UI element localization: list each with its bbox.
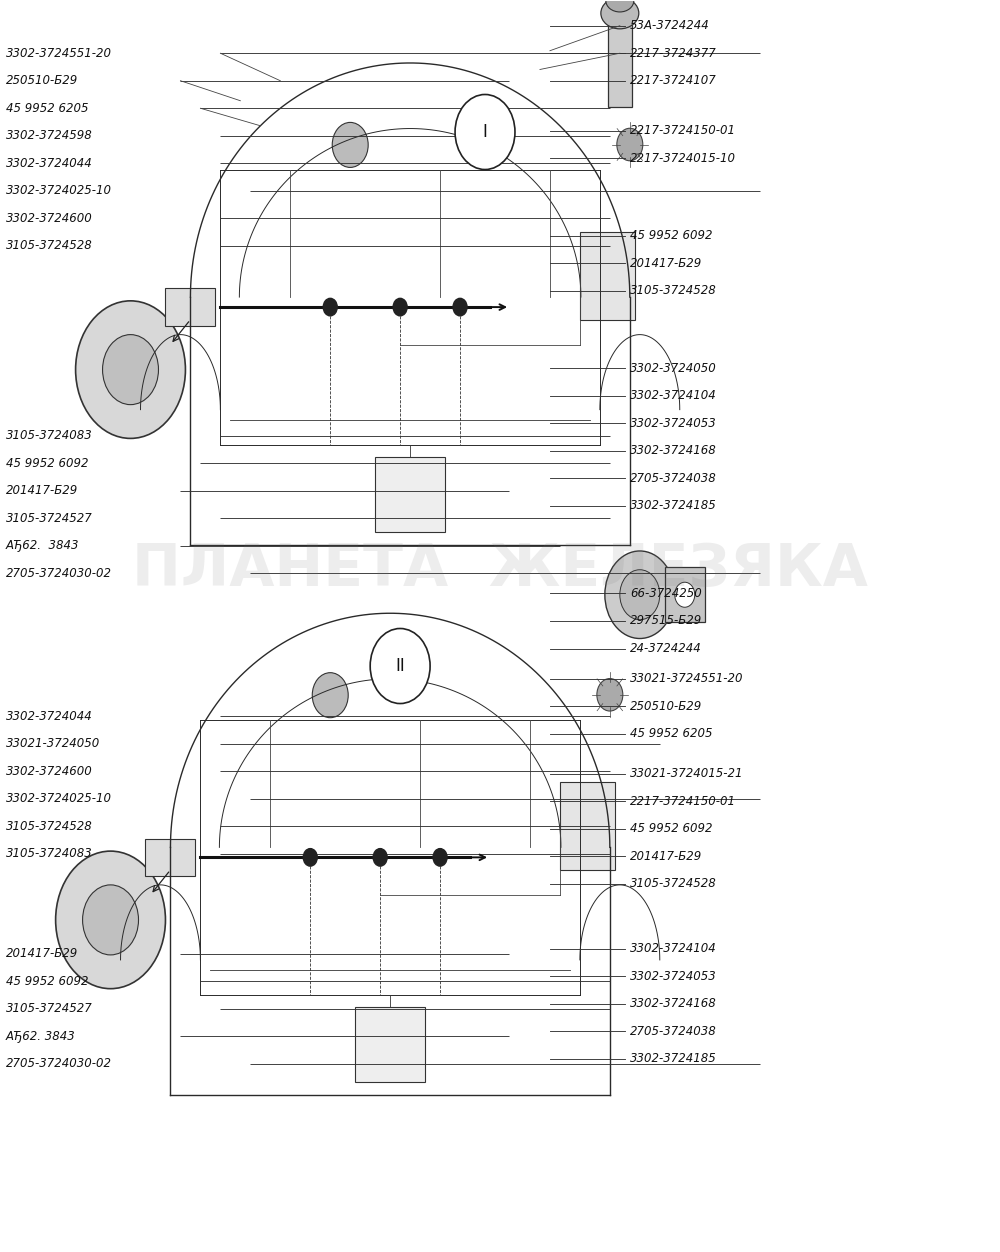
Text: 45 9952 6092: 45 9952 6092: [630, 823, 712, 835]
Text: 3302-3724600: 3302-3724600: [6, 765, 92, 777]
Text: 250510-Б29: 250510-Б29: [6, 74, 78, 88]
Text: 201417-Б29: 201417-Б29: [6, 485, 78, 497]
Text: 3105-3724528: 3105-3724528: [6, 820, 92, 833]
Text: 33021-3724015-21: 33021-3724015-21: [630, 767, 743, 780]
Text: 24-3724244: 24-3724244: [630, 642, 702, 655]
Text: 3105-3724083: 3105-3724083: [6, 848, 92, 860]
Text: 3302-3724104: 3302-3724104: [630, 943, 717, 955]
Text: 250510-Б29: 250510-Б29: [630, 700, 702, 712]
Text: 3302-3724104: 3302-3724104: [630, 389, 717, 402]
Text: 2217-3724150-01: 2217-3724150-01: [630, 795, 736, 808]
Text: 3302-3724598: 3302-3724598: [6, 129, 92, 143]
Text: 2217-3724150-01: 2217-3724150-01: [630, 124, 736, 138]
Circle shape: [393, 298, 407, 316]
Text: 3302-3724053: 3302-3724053: [630, 969, 717, 983]
Text: 45 9952 6092: 45 9952 6092: [630, 229, 712, 243]
Bar: [145, 839, 195, 876]
Circle shape: [617, 128, 643, 160]
Circle shape: [620, 570, 660, 620]
Circle shape: [675, 582, 695, 607]
Text: АЂ62.  3843: АЂ62. 3843: [6, 540, 79, 552]
Bar: [560, 782, 615, 870]
Bar: [165, 288, 215, 326]
Text: I: I: [483, 123, 487, 141]
Circle shape: [323, 298, 337, 316]
Bar: [580, 232, 635, 319]
Text: 2705-3724038: 2705-3724038: [630, 1024, 717, 1038]
Text: II: II: [395, 657, 405, 675]
Circle shape: [103, 334, 158, 404]
Text: 297515-Б29: 297515-Б29: [630, 615, 702, 627]
Text: 3302-3724185: 3302-3724185: [630, 500, 717, 512]
Text: 3105-3724528: 3105-3724528: [630, 878, 717, 890]
Circle shape: [303, 849, 317, 866]
Text: 45 9952 6205: 45 9952 6205: [6, 101, 88, 115]
Text: 3302-3724551-20: 3302-3724551-20: [6, 46, 112, 60]
Text: 3302-3724185: 3302-3724185: [630, 1052, 717, 1065]
Text: 53А-3724244: 53А-3724244: [630, 19, 710, 33]
Text: АЂ62. 3843: АЂ62. 3843: [6, 1029, 75, 1043]
Text: 3302-3724050: 3302-3724050: [630, 362, 717, 374]
Text: 2217-3724107: 2217-3724107: [630, 74, 717, 88]
Bar: [375, 457, 445, 532]
Text: ПЛАНЕТА  ЖЕЛЕЗЯКА: ПЛАНЕТА ЖЕЛЕЗЯКА: [132, 541, 868, 598]
Text: 3105-3724527: 3105-3724527: [6, 1002, 92, 1015]
Circle shape: [453, 298, 467, 316]
Text: 3302-3724600: 3302-3724600: [6, 212, 92, 225]
Text: 33021-3724551-20: 33021-3724551-20: [630, 672, 743, 685]
Circle shape: [76, 300, 185, 438]
Circle shape: [370, 629, 430, 704]
Circle shape: [455, 94, 515, 169]
Text: 45 9952 6205: 45 9952 6205: [630, 727, 712, 740]
Text: 3302-3724044: 3302-3724044: [6, 710, 92, 722]
Ellipse shape: [606, 0, 634, 13]
Text: 3302-3724053: 3302-3724053: [630, 417, 717, 429]
Text: 66-3724250: 66-3724250: [630, 587, 702, 600]
Text: 3302-3724044: 3302-3724044: [6, 156, 92, 170]
Text: 201417-Б29: 201417-Б29: [6, 948, 78, 960]
Text: 2217-3724377: 2217-3724377: [630, 46, 717, 60]
Text: 201417-Б29: 201417-Б29: [630, 257, 702, 270]
Circle shape: [332, 123, 368, 168]
Circle shape: [597, 679, 623, 711]
Circle shape: [312, 672, 348, 717]
Text: 2705-3724038: 2705-3724038: [630, 472, 717, 485]
Circle shape: [83, 885, 139, 955]
Text: 2705-3724030-02: 2705-3724030-02: [6, 1057, 112, 1070]
Text: 3302-3724168: 3302-3724168: [630, 444, 717, 457]
Circle shape: [605, 551, 675, 639]
Circle shape: [373, 849, 387, 866]
Text: 3105-3724528: 3105-3724528: [630, 284, 717, 297]
Text: 2217-3724015-10: 2217-3724015-10: [630, 151, 736, 165]
Circle shape: [433, 849, 447, 866]
Text: 2705-3724030-02: 2705-3724030-02: [6, 567, 112, 580]
Bar: [665, 567, 705, 622]
Text: 201417-Б29: 201417-Б29: [630, 850, 702, 863]
Bar: [355, 1008, 425, 1083]
Text: 33021-3724050: 33021-3724050: [6, 737, 100, 750]
Text: 3302-3724025-10: 3302-3724025-10: [6, 793, 112, 805]
Bar: [608, 20, 632, 106]
Text: 45 9952 6092: 45 9952 6092: [6, 974, 88, 988]
Text: 3302-3724025-10: 3302-3724025-10: [6, 184, 112, 198]
Text: 3105-3724083: 3105-3724083: [6, 429, 92, 442]
Text: 45 9952 6092: 45 9952 6092: [6, 457, 88, 470]
Text: 3105-3724528: 3105-3724528: [6, 239, 92, 253]
Ellipse shape: [601, 0, 639, 29]
Circle shape: [56, 851, 165, 989]
Text: 3105-3724527: 3105-3724527: [6, 512, 92, 525]
Text: 3302-3724168: 3302-3724168: [630, 997, 717, 1010]
